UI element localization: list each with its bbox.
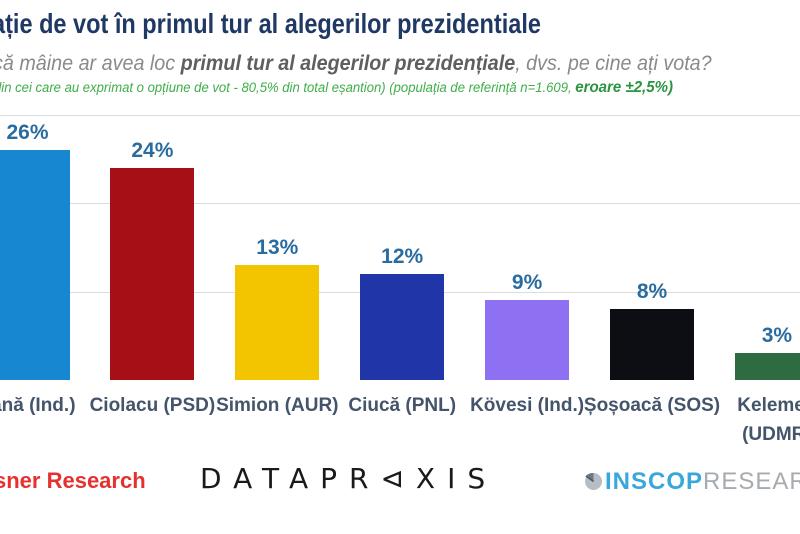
sample-note-main: din cei care au exprimat o opțiune de vo… xyxy=(0,80,576,95)
survey-question-suffix: , dvs. pe cine ați vota? xyxy=(515,52,712,75)
gridline-30pct xyxy=(0,115,800,116)
inscop-logo-secondary: RESEARCH xyxy=(703,468,800,495)
bar-category-label: Ciolacu (PSD) xyxy=(89,395,216,416)
bar-value-label: 24% xyxy=(131,138,174,162)
bar xyxy=(734,353,800,380)
inscop-logo: INSCOPRESEARCH xyxy=(584,468,800,498)
inscop-logo-primary: INSCOP xyxy=(605,468,704,495)
bar-value-label: 13% xyxy=(256,235,299,259)
bar-value-label: 3% xyxy=(761,324,793,348)
research-partner-logo: sner Research xyxy=(0,468,146,493)
inscop-logo-icon xyxy=(584,470,603,498)
bar xyxy=(485,300,570,380)
bar xyxy=(360,273,445,380)
bar-value-label: 9% xyxy=(511,271,543,295)
bar-value-label: 8% xyxy=(636,280,668,304)
bar-category-label: oană (Ind.) xyxy=(0,395,76,416)
bar-value-label: 12% xyxy=(381,244,424,268)
chart-title: ație de vot în primul tur al alegerilor … xyxy=(0,8,541,39)
bar-category-label: Șoșoacă (SOS) xyxy=(583,395,721,416)
survey-question-bold: primul tur al alegerilor prezidențiale xyxy=(180,52,516,75)
bar-category-label: Kövesi (Ind.) xyxy=(470,395,585,416)
bar xyxy=(0,149,70,380)
sample-note-error-margin: eroare ±2,5%) xyxy=(575,79,673,96)
bar-category-label: Kelemen (UDMR) xyxy=(737,395,800,446)
survey-question-prefix: că mâine ar avea loc xyxy=(0,52,181,75)
bar xyxy=(610,309,694,380)
sample-note: din cei care au exprimat o opțiune de vo… xyxy=(0,79,673,97)
gridline-20pct xyxy=(0,203,800,204)
bar-category-label: Simion (AUR) xyxy=(216,395,339,416)
bar-category-label: Ciucă (PNL) xyxy=(348,395,457,416)
datapraxis-logo: DATAPR⊲XIS xyxy=(200,462,498,495)
bar xyxy=(235,264,320,380)
survey-question: că mâine ar avea loc primul tur al alege… xyxy=(0,52,712,76)
bar xyxy=(110,167,195,380)
bar-value-label: 26% xyxy=(6,120,49,144)
